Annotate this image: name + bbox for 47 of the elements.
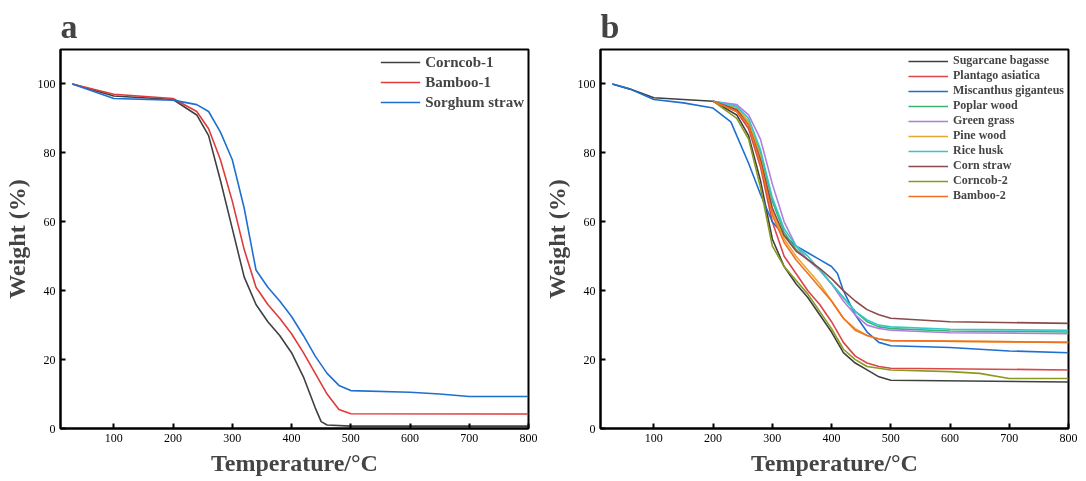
x-tick-label: 400	[282, 430, 301, 445]
legend-label: Corn straw	[952, 158, 1012, 173]
x-tick-label: 100	[104, 430, 123, 445]
x-tick-label: 100	[644, 430, 663, 445]
y-axis-title: Weight (%)	[543, 179, 570, 299]
x-tick-label: 300	[223, 430, 242, 445]
y-tick-label: 100	[37, 76, 56, 91]
legend-label: Sorghum straw	[425, 93, 524, 111]
y-axis-title: Weight (%)	[3, 179, 30, 299]
x-tick-label: 700	[1000, 430, 1019, 445]
y-tick-label: 20	[583, 352, 596, 367]
y-tick-label: 80	[43, 145, 56, 160]
legend-label: Rice husk	[952, 143, 1004, 158]
x-tick-label: 200	[164, 430, 183, 445]
x-tick-label: 600	[941, 430, 960, 445]
y-tick-label: 100	[577, 76, 596, 91]
y-tick-label: 0	[589, 421, 596, 436]
chart-title: a	[60, 7, 78, 45]
legend-label: Corncob-2	[952, 173, 1008, 188]
y-tick-label: 60	[43, 214, 56, 229]
x-tick-label: 600	[401, 430, 420, 445]
x-tick-label: 500	[881, 430, 900, 445]
y-tick-label: 60	[583, 214, 596, 229]
x-tick-label: 400	[822, 430, 841, 445]
legend-label: Poplar wood	[952, 98, 1018, 113]
legend-label: Bamboo-2	[952, 188, 1006, 203]
y-tick-label: 20	[43, 352, 56, 367]
x-axis-title: Temperature/°C	[751, 449, 918, 476]
y-tick-label: 40	[43, 283, 56, 298]
y-tick-label: 0	[49, 421, 56, 436]
legend-label: Pine wood	[952, 128, 1006, 143]
x-tick-label: 700	[460, 430, 479, 445]
x-tick-label: 200	[704, 430, 723, 445]
legend-label: Plantago asiatica	[952, 68, 1040, 83]
y-tick-label: 80	[583, 145, 596, 160]
y-tick-label: 40	[583, 283, 596, 298]
legend-label: Green grass	[952, 113, 1015, 128]
chart-title: b	[600, 7, 620, 45]
legend-label: Sugarcane bagasse	[952, 53, 1050, 68]
x-tick-label: 300	[763, 430, 782, 445]
x-tick-label: 800	[1059, 430, 1078, 445]
legend-label: Bamboo-1	[425, 73, 492, 91]
legend-label: Corncob-1	[425, 53, 494, 71]
x-tick-label: 800	[519, 430, 538, 445]
x-axis-title: Temperature/°C	[211, 449, 378, 476]
x-tick-label: 500	[341, 430, 360, 445]
legend-label: Miscanthus giganteus	[952, 83, 1064, 98]
